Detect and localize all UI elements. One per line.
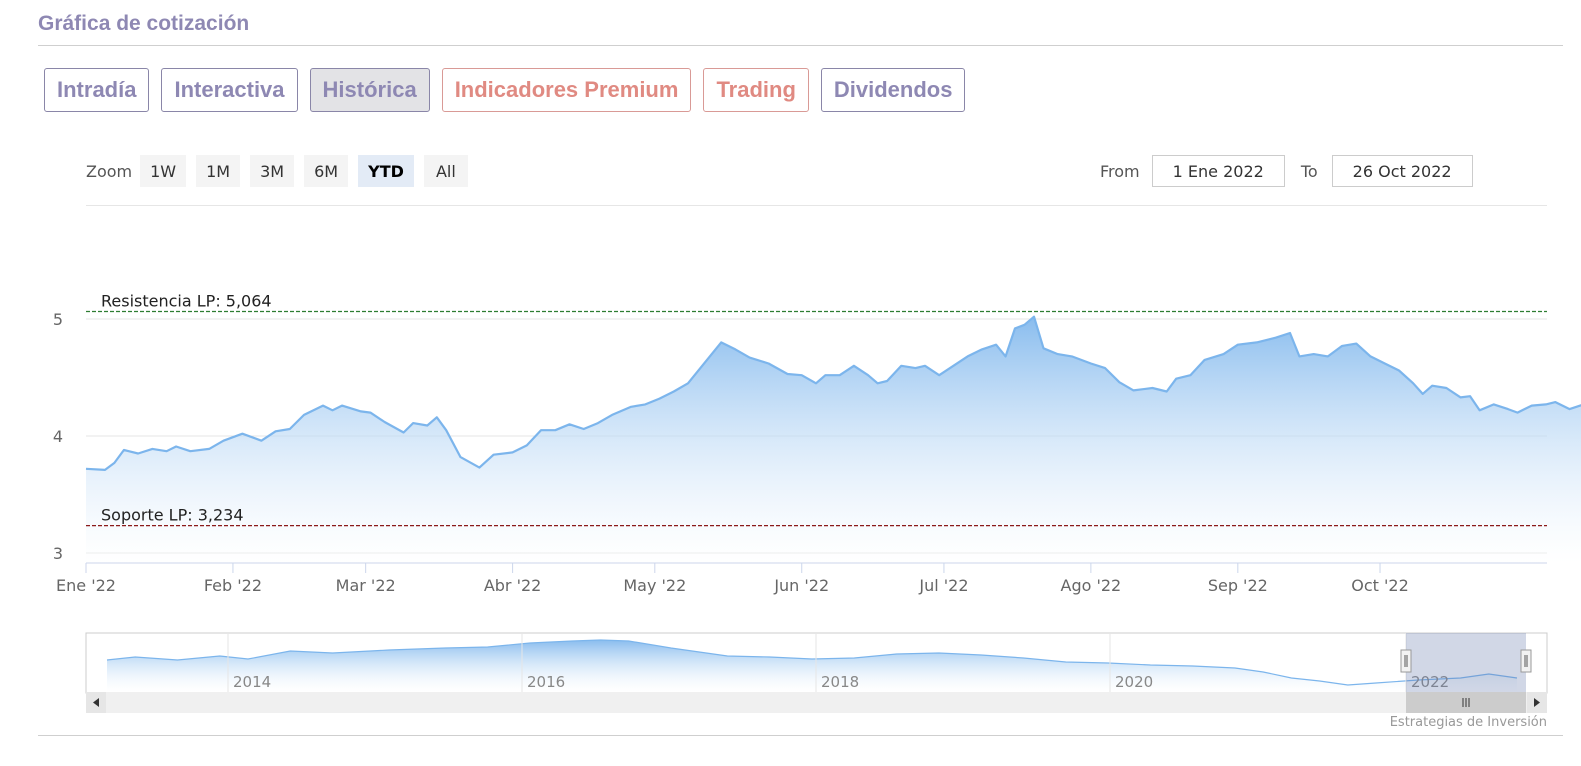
from-date-input[interactable]: 1 Ene 2022 — [1151, 155, 1285, 187]
scrollbar-track[interactable] — [86, 692, 1547, 713]
price-line — [85, 315, 1581, 471]
x-tick-label: Sep '22 — [1208, 576, 1268, 595]
chart-top-divider — [86, 205, 1547, 206]
chart-type-tabs: Intradía Interactiva Histórica Indicador… — [44, 68, 966, 112]
to-date-input[interactable]: 26 Oct 2022 — [1331, 155, 1473, 187]
x-tick-label: Oct '22 — [1351, 576, 1409, 595]
navigator-year-label: 2018 — [821, 673, 859, 691]
y-tick-label: 4 — [53, 427, 63, 446]
navigator-area — [107, 640, 1517, 692]
section-title: Gráfica de cotización — [38, 12, 250, 35]
y-tick-label: 3 — [53, 544, 63, 563]
scrollbar[interactable] — [86, 692, 1547, 713]
x-tick-label: Mar '22 — [336, 576, 396, 595]
navigator-line — [106, 639, 1518, 686]
tab-trading[interactable]: Trading — [703, 68, 809, 112]
navigator-handle-left[interactable] — [1400, 649, 1412, 673]
navigator[interactable]: 2014 2016 2018 2020 2022 — [85, 632, 1548, 694]
price-area — [86, 316, 1581, 563]
scrollbar-grip-icon — [1462, 698, 1470, 707]
x-tick-label: Ene '22 — [56, 576, 116, 595]
zoom-6m-button[interactable]: 6M — [304, 155, 349, 187]
x-tick-label: May '22 — [623, 576, 686, 595]
plot-lines: Resistencia LP: 5,064 Soporte LP: 3,234 — [86, 292, 1547, 527]
price-series — [85, 315, 1581, 563]
x-tick-label: Jun '22 — [773, 576, 829, 595]
zoom-label: Zoom — [86, 161, 133, 181]
zoom-ytd-button[interactable]: YTD — [358, 155, 414, 187]
date-range: From 1 Ene 2022 To 26 Oct 2022 — [1100, 155, 1473, 187]
title-divider — [38, 45, 1563, 46]
navigator-year-label: 2014 — [233, 673, 271, 691]
support-label: Soporte LP: 3,234 — [101, 506, 244, 525]
chart-axes: 3 4 5 Ene '22 Feb '22 Mar '22 Abr '22 May '22 Ju… — [53, 310, 1547, 595]
from-label: From — [1100, 161, 1140, 181]
navigator-year-label: 2016 — [527, 673, 565, 691]
y-tick-label: 5 — [53, 310, 63, 329]
zoom-1w-button[interactable]: 1W — [140, 155, 187, 187]
x-tick-label: Ago '22 — [1061, 576, 1122, 595]
zoom-3m-button[interactable]: 3M — [250, 155, 295, 187]
navigator-year-label: 2022 — [1411, 673, 1449, 691]
tab-interactiva[interactable]: Interactiva — [161, 68, 298, 112]
tab-dividendos[interactable]: Dividendos — [820, 68, 966, 112]
navigator-year-labels: 2014 2016 2018 2020 2022 — [227, 633, 1449, 692]
x-tick-label: Jul '22 — [918, 576, 968, 595]
tab-intradia[interactable]: Intradía — [44, 68, 150, 112]
chart-credits[interactable]: Estrategias de Inversión — [1389, 715, 1547, 730]
zoom-selector: Zoom 1W 1M 3M 6M YTD All — [86, 155, 478, 187]
navigator-year-label: 2020 — [1115, 673, 1153, 691]
zoom-1m-button[interactable]: 1M — [196, 155, 241, 187]
resistance-label: Resistencia LP: 5,064 — [101, 292, 272, 311]
navigator-handle-right[interactable] — [1520, 649, 1532, 673]
scrollbar-left-arrow-icon — [93, 698, 99, 707]
zoom-all-button[interactable]: All — [423, 155, 468, 187]
tab-historica[interactable]: Histórica — [309, 68, 430, 112]
navigator-mask[interactable] — [1406, 633, 1526, 693]
x-tick-label: Feb '22 — [204, 576, 262, 595]
to-label: To — [1300, 161, 1318, 181]
tab-indicadores-premium[interactable]: Indicadores Premium — [441, 68, 692, 112]
scrollbar-right-arrow-icon — [1534, 698, 1540, 707]
x-tick-label: Abr '22 — [484, 576, 542, 595]
bottom-divider — [38, 735, 1563, 736]
